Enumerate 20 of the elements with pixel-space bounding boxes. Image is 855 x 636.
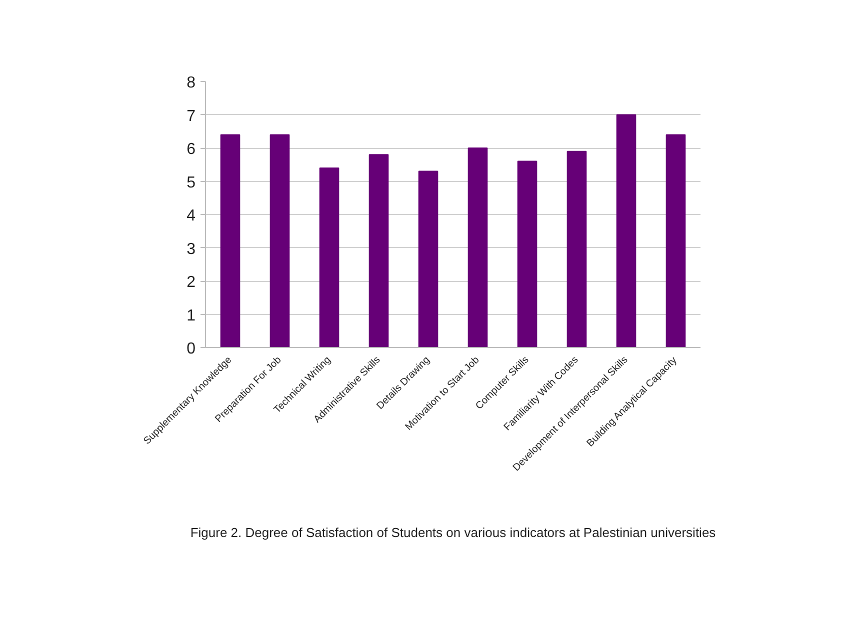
- y-tick-label: 6: [186, 141, 196, 158]
- y-tick-label: 0: [186, 340, 196, 358]
- y-tick-label: 8: [186, 74, 196, 92]
- y-tick-label: 4: [186, 208, 196, 224]
- bar: [616, 114, 636, 348]
- bar: [468, 148, 488, 348]
- caption: Figure 2. Degree of Satisfaction of Students on various indicators at Palestinian universities: [190, 525, 716, 540]
- y-tick-label: 1: [186, 307, 196, 324]
- y-tick-label: 2: [186, 274, 196, 291]
- bar: [666, 134, 686, 348]
- bar: [418, 170, 438, 348]
- bar: [270, 134, 290, 348]
- bar: [566, 150, 587, 348]
- y-tick-label: 5: [186, 174, 196, 192]
- bar: [517, 160, 538, 348]
- y-tick-label: 7: [186, 108, 196, 125]
- y-tick-label: 3: [186, 240, 196, 258]
- bar: [319, 167, 340, 348]
- bar: [220, 134, 240, 348]
- bar: [368, 154, 389, 348]
